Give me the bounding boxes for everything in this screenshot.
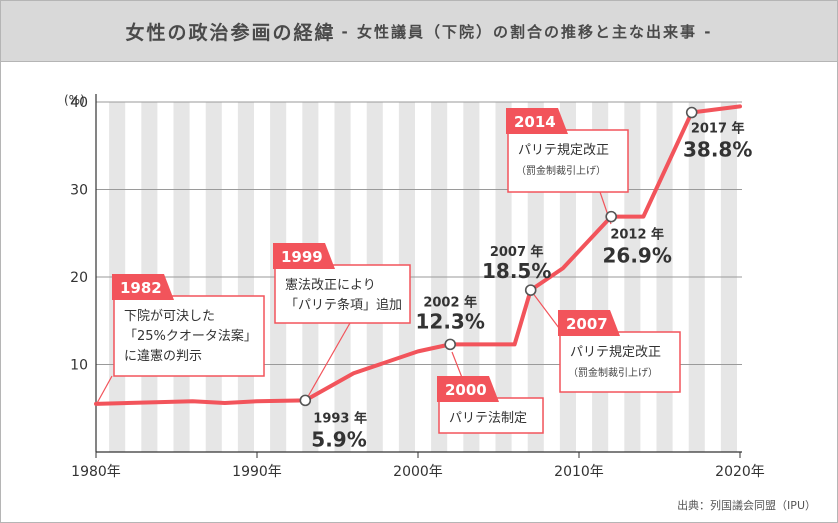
- event-description: 「パリテ条項」追加: [285, 297, 402, 313]
- event-leader-line: [531, 291, 563, 333]
- x-tick-label: 2010年: [554, 464, 604, 480]
- event-year-label: 2014: [514, 113, 556, 131]
- point-year-label: 2002 年: [423, 294, 477, 310]
- event-description: パリテ法制定: [449, 411, 527, 426]
- event-note: （罰金制裁引上げ）: [516, 164, 606, 177]
- event-callout-box: [274, 264, 411, 324]
- event-year-label: 2007: [566, 315, 608, 333]
- data-point-marker: [444, 338, 457, 351]
- point-value-label: 18.5%: [482, 259, 551, 283]
- event-year-tag: [506, 108, 568, 134]
- y-tick-label: 40: [70, 95, 88, 111]
- event-leader-line: [305, 322, 351, 401]
- point-value-label: 38.8%: [683, 138, 752, 162]
- x-tick-label: 2020年: [715, 464, 765, 480]
- y-tick-label: 30: [70, 183, 88, 199]
- x-tick-label: 1990年: [232, 464, 282, 480]
- event-description: パリテ規定改正: [518, 143, 609, 158]
- event-year-tag: [112, 274, 174, 300]
- event-note: （罰金制裁引上げ）: [568, 366, 658, 379]
- y-unit-label: (%): [64, 93, 85, 107]
- event-year-tag: [273, 243, 335, 269]
- event-callout-box: [507, 129, 629, 193]
- event-description: 下院が可決した: [124, 309, 215, 324]
- data-point-marker: [605, 210, 618, 223]
- event-callout-box: [113, 295, 265, 377]
- event-description: パリテ規定改正: [570, 345, 661, 360]
- event-year-tag: [558, 310, 620, 336]
- y-tick-label: 10: [70, 358, 88, 374]
- chart-title: 女性の政治参画の経緯: [125, 21, 336, 44]
- point-year-label: 2017 年: [691, 121, 745, 137]
- event-year-label: 2000: [445, 381, 487, 399]
- point-value-label: 12.3%: [416, 309, 485, 333]
- chart-subtitle: - 女性議員（下院）の割合の推移と主な出来事 -: [341, 22, 713, 41]
- data-point-marker: [685, 106, 698, 119]
- data-point-marker: [299, 394, 312, 407]
- x-tick-label: 1980年: [71, 464, 121, 480]
- point-value-label: 26.9%: [603, 244, 672, 268]
- point-year-label: 1993 年: [313, 410, 367, 426]
- source-note: 出典：列国議会同盟（IPU）: [677, 499, 816, 512]
- x-tick-label: 2000年: [393, 464, 443, 480]
- event-callout-box: [559, 331, 681, 393]
- point-value-label: 5.9%: [311, 427, 366, 451]
- event-year-label: 1999: [281, 248, 323, 266]
- event-leader-line: [95, 375, 113, 406]
- point-year-label: 2012 年: [610, 227, 664, 243]
- event-description: に違憲の判示: [124, 348, 202, 364]
- event-year-tag: [437, 376, 499, 402]
- event-year-label: 1982: [120, 279, 162, 297]
- event-description: 「25%クオータ法案」: [124, 329, 257, 344]
- y-tick-label: 20: [70, 270, 88, 286]
- title-bar: 女性の政治参画の経緯 - 女性議員（下院）の割合の推移と主な出来事 -: [1, 1, 837, 62]
- event-description: 憲法改正により: [285, 277, 376, 293]
- data-point-marker: [524, 284, 537, 296]
- point-year-label: 2007 年: [490, 244, 544, 260]
